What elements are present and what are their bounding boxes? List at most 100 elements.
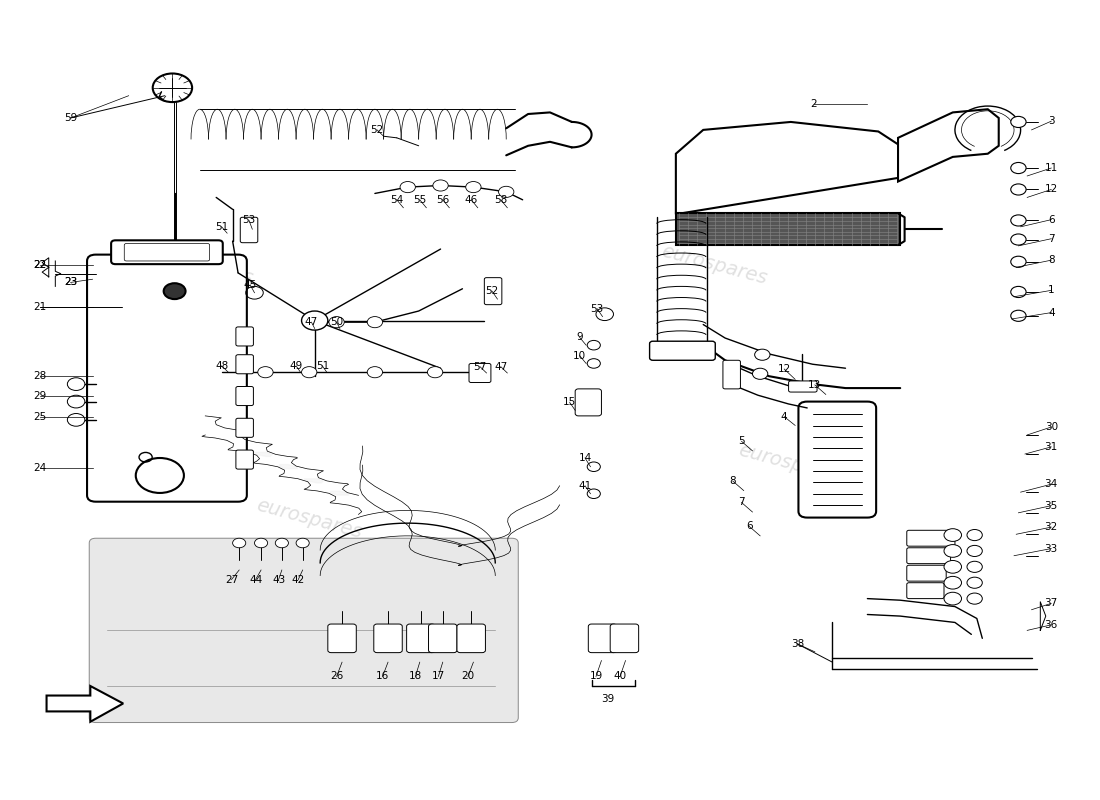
Text: 52: 52 [371, 125, 384, 135]
Circle shape [944, 545, 961, 558]
FancyBboxPatch shape [906, 548, 950, 564]
Circle shape [755, 349, 770, 360]
Text: 12: 12 [778, 364, 791, 374]
Text: 28: 28 [33, 371, 46, 381]
Circle shape [257, 366, 273, 378]
Text: 16: 16 [376, 671, 389, 682]
FancyBboxPatch shape [469, 363, 491, 382]
FancyBboxPatch shape [588, 624, 617, 653]
FancyBboxPatch shape [407, 624, 436, 653]
Text: 38: 38 [791, 639, 804, 649]
Circle shape [301, 311, 328, 330]
Text: 7: 7 [1048, 234, 1055, 244]
FancyBboxPatch shape [235, 450, 253, 469]
Circle shape [1011, 162, 1026, 174]
FancyBboxPatch shape [111, 240, 223, 264]
Circle shape [1011, 234, 1026, 245]
Circle shape [433, 180, 448, 191]
Polygon shape [681, 134, 894, 210]
Circle shape [944, 529, 961, 542]
Text: 6: 6 [1048, 214, 1055, 225]
Text: 4: 4 [781, 412, 788, 422]
Text: 47: 47 [305, 317, 318, 327]
Circle shape [301, 366, 317, 378]
Circle shape [296, 538, 309, 548]
Polygon shape [675, 122, 900, 214]
Text: 48: 48 [214, 361, 229, 371]
Text: 53: 53 [242, 215, 255, 226]
Circle shape [944, 576, 961, 589]
Text: 18: 18 [409, 671, 422, 682]
FancyBboxPatch shape [906, 566, 946, 581]
Text: 15: 15 [563, 398, 576, 407]
Text: 8: 8 [1048, 255, 1055, 265]
FancyBboxPatch shape [328, 624, 356, 653]
Text: 55: 55 [414, 194, 427, 205]
Text: eurospares: eurospares [736, 440, 846, 487]
Text: 21: 21 [33, 302, 46, 312]
Text: 26: 26 [330, 671, 343, 682]
FancyBboxPatch shape [240, 218, 257, 242]
Text: 42: 42 [292, 574, 305, 585]
Text: 44: 44 [249, 574, 262, 585]
FancyBboxPatch shape [374, 624, 403, 653]
Circle shape [67, 378, 85, 390]
Text: 35: 35 [1045, 501, 1058, 510]
Text: 6: 6 [746, 522, 752, 531]
Text: 45: 45 [243, 280, 256, 290]
Text: 40: 40 [614, 671, 627, 682]
Text: 17: 17 [431, 671, 446, 682]
Polygon shape [675, 214, 900, 245]
Text: 52: 52 [485, 286, 498, 296]
FancyBboxPatch shape [575, 389, 602, 416]
Circle shape [587, 341, 601, 350]
Text: 51: 51 [316, 361, 329, 371]
Text: 57: 57 [473, 362, 486, 372]
Circle shape [752, 368, 768, 379]
FancyBboxPatch shape [484, 278, 502, 305]
Text: 39: 39 [602, 694, 615, 704]
Circle shape [67, 414, 85, 426]
Text: eurospares: eurospares [659, 242, 769, 288]
Text: 29: 29 [33, 391, 46, 401]
Circle shape [400, 182, 416, 193]
Text: 46: 46 [464, 194, 477, 205]
Circle shape [275, 538, 288, 548]
FancyBboxPatch shape [235, 386, 253, 406]
Text: eurospares: eurospares [254, 496, 364, 542]
Text: 51: 51 [214, 222, 229, 232]
Text: 33: 33 [1045, 543, 1058, 554]
Circle shape [967, 530, 982, 541]
FancyBboxPatch shape [87, 254, 246, 502]
Text: 7: 7 [738, 498, 745, 507]
Text: 11: 11 [1045, 163, 1058, 173]
Circle shape [944, 592, 961, 605]
FancyBboxPatch shape [124, 243, 210, 261]
Circle shape [967, 577, 982, 588]
Text: 9: 9 [576, 332, 583, 342]
Polygon shape [898, 110, 999, 182]
Text: 13: 13 [808, 380, 822, 390]
Circle shape [367, 366, 383, 378]
Text: 4: 4 [1048, 308, 1055, 318]
Text: 25: 25 [33, 413, 46, 422]
FancyBboxPatch shape [906, 530, 955, 546]
Text: 2: 2 [811, 99, 817, 110]
Circle shape [1011, 215, 1026, 226]
FancyBboxPatch shape [456, 624, 485, 653]
Text: 22: 22 [33, 260, 46, 270]
Text: 59: 59 [64, 113, 77, 123]
Text: 50: 50 [330, 317, 343, 327]
Text: 36: 36 [1045, 620, 1058, 630]
Text: 58: 58 [494, 194, 507, 205]
Text: 12: 12 [1045, 185, 1058, 194]
Text: 54: 54 [390, 194, 404, 205]
FancyBboxPatch shape [799, 402, 876, 518]
Text: 8: 8 [729, 476, 736, 486]
Text: 23: 23 [64, 278, 77, 287]
FancyBboxPatch shape [89, 538, 518, 722]
Circle shape [967, 562, 982, 572]
Text: eurospares: eurospares [145, 242, 255, 288]
Text: 43: 43 [272, 574, 285, 585]
Circle shape [1011, 184, 1026, 195]
